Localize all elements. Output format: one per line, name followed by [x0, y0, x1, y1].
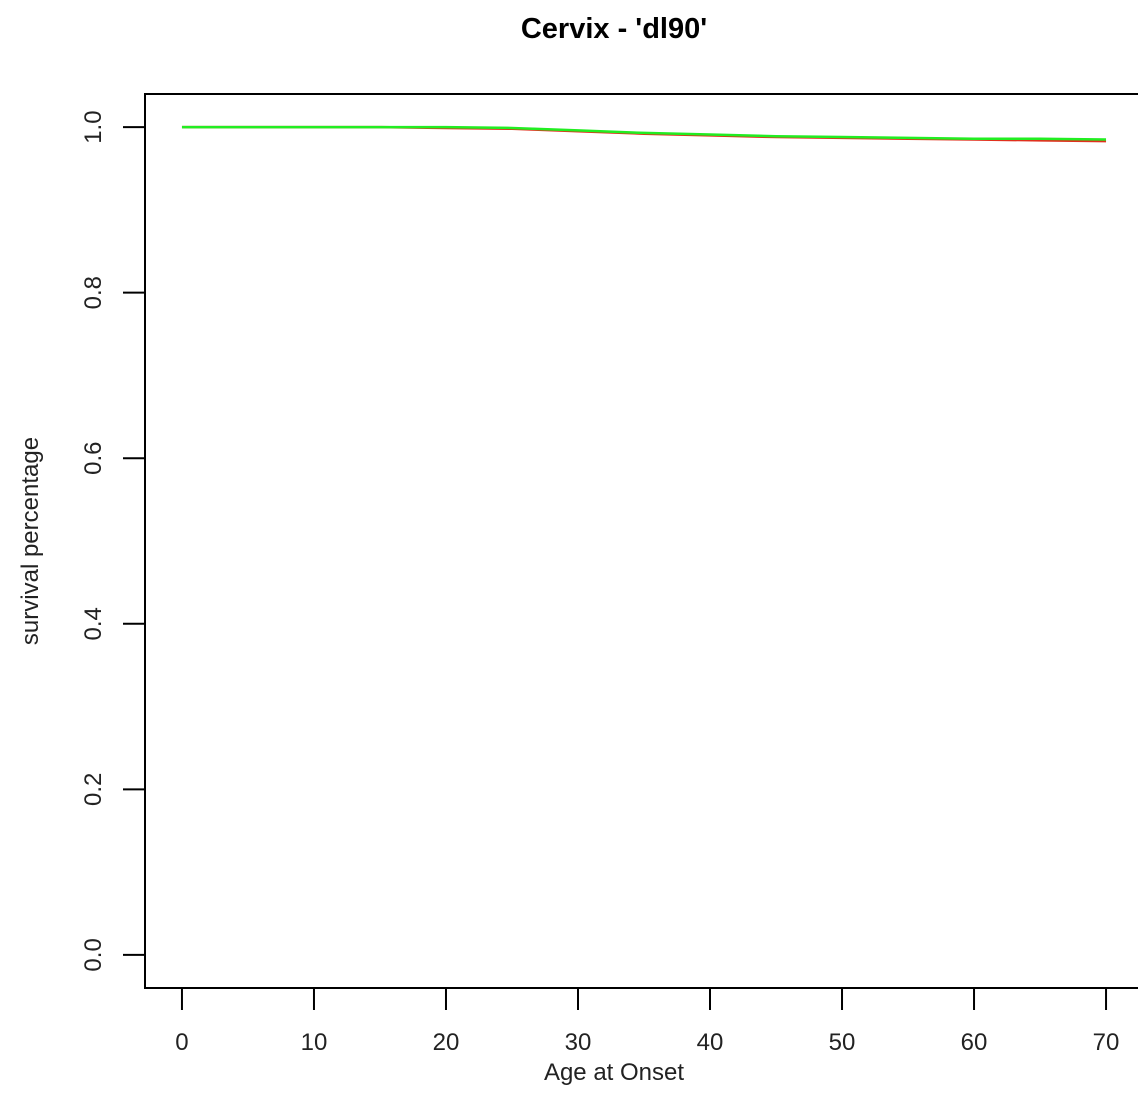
x-tick-label: 20: [433, 1029, 460, 1056]
y-tick-label: 0.0: [80, 938, 107, 971]
y-tick-label: 0.4: [80, 607, 107, 640]
y-tick-label: 0.2: [80, 773, 107, 806]
y-tick-label: 1.0: [80, 110, 107, 143]
x-tick-label: 0: [175, 1029, 188, 1056]
x-tick-label: 10: [301, 1029, 328, 1056]
y-tick-label: 0.8: [80, 276, 107, 309]
y-axis-label: survival percentage: [17, 437, 44, 645]
x-axis-label: Age at Onset: [544, 1059, 684, 1086]
y-tick-label: 0.6: [80, 442, 107, 475]
x-tick-label: 60: [961, 1029, 988, 1056]
series-line: [181, 125, 1107, 141]
plot-frame: [144, 93, 1138, 989]
x-tick-label: 40: [697, 1029, 724, 1056]
x-tick-label: 50: [829, 1029, 856, 1056]
chart-title: Cervix - 'dl90': [521, 13, 707, 45]
x-tick-label: 30: [565, 1029, 592, 1056]
x-tick-label: 70: [1093, 1029, 1120, 1056]
